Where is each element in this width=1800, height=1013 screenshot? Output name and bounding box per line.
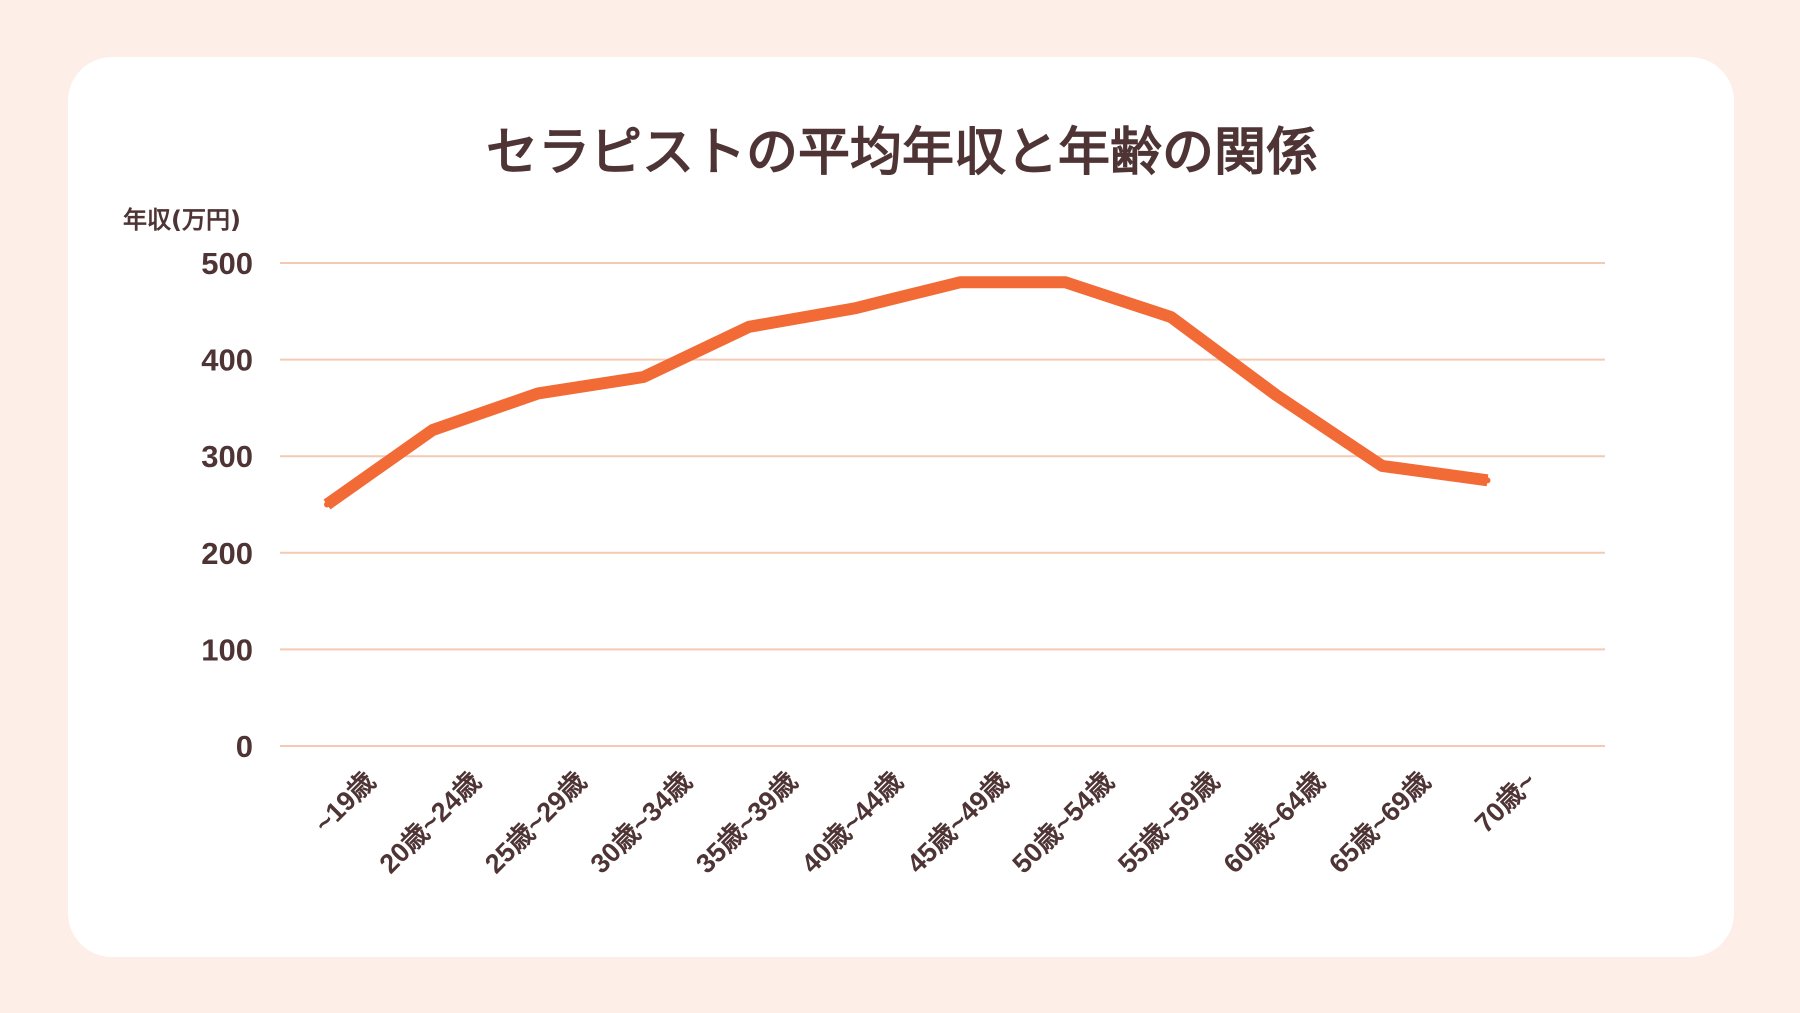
x-tick-label: 55歳~59歳 xyxy=(1112,766,1225,879)
data-point xyxy=(429,427,436,434)
x-tick-label: 70歳~ xyxy=(1469,766,1542,839)
y-tick-label: 0 xyxy=(236,729,253,764)
data-point xyxy=(1168,314,1174,321)
y-axis-unit-label: 年収(万円) xyxy=(123,206,241,234)
y-axis-ticks: 0 100 200 300 400 500 xyxy=(201,246,253,764)
x-tick-label: 45歳~49歳 xyxy=(901,766,1014,879)
data-point xyxy=(1062,279,1069,286)
data-point xyxy=(535,390,541,397)
x-tick-label: 20歳~24歳 xyxy=(374,766,487,879)
y-tick-label: 100 xyxy=(201,632,253,667)
x-tick-label: 40歳~44歳 xyxy=(796,766,909,879)
data-point xyxy=(640,373,647,380)
x-tick-label: 30歳~34歳 xyxy=(585,766,698,879)
chart-title: セラピストの平均年収と年齢の関係 xyxy=(486,123,1318,183)
x-tick-label: 60歳~64歳 xyxy=(1218,766,1331,879)
y-tick-label: 200 xyxy=(201,536,253,571)
data-point xyxy=(1379,462,1385,469)
gridlines xyxy=(280,262,1605,747)
y-tick-label: 400 xyxy=(201,343,253,378)
x-axis-ticks: ~19歳20歳~24歳25歳~29歳30歳~34歳35歳~39歳40歳~44歳4… xyxy=(309,766,1542,879)
data-point xyxy=(1273,392,1280,399)
series-line-0 xyxy=(323,276,1489,510)
chart-card xyxy=(68,57,1734,957)
x-tick-label: 25歳~29歳 xyxy=(479,766,592,879)
y-tick-label: 300 xyxy=(201,439,253,474)
data-point xyxy=(324,501,330,508)
x-tick-label: ~19歳 xyxy=(309,766,382,839)
x-tick-label: 50歳~54歳 xyxy=(1007,766,1120,879)
x-tick-label: 65歳~69歳 xyxy=(1323,766,1436,879)
data-point xyxy=(851,305,858,312)
data-point xyxy=(957,279,963,286)
data-point xyxy=(746,323,752,330)
data-point xyxy=(1484,477,1491,484)
y-tick-label: 500 xyxy=(201,246,253,281)
series-layer xyxy=(323,276,1491,510)
x-tick-label: 35歳~39歳 xyxy=(690,766,803,879)
